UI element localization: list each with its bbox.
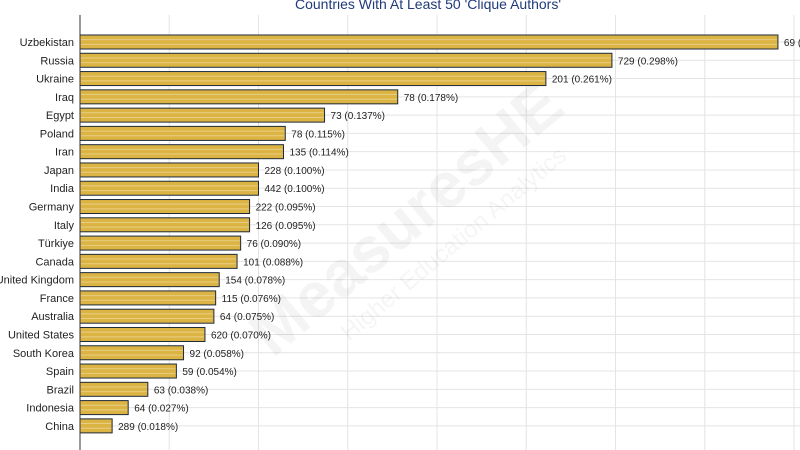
data-label: 92 (0.058%) <box>190 349 244 360</box>
category-tick-label: Poland <box>40 128 74 140</box>
chart-title: Countries With At Least 50 'Clique Autho… <box>295 0 561 12</box>
bar-t-rkiye <box>79 235 242 251</box>
data-label: 64 (0.027%) <box>134 404 188 415</box>
data-label: 78 (0.115%) <box>291 129 345 140</box>
data-label: 228 (0.100%) <box>265 166 325 177</box>
category-tick-label: Spain <box>46 366 74 378</box>
category-tick-label: United States <box>8 329 75 341</box>
data-label: 135 (0.114%) <box>289 148 348 159</box>
data-label: 442 (0.100%) <box>265 184 325 195</box>
bar-united-states <box>79 326 206 342</box>
data-label: 59 (0.054%) <box>182 367 236 378</box>
category-tick-label: Japan <box>44 165 74 177</box>
category-tick-labels: Uzbekistan Russia Ukraine Iraq Egypt Poland Ir… <box>0 37 75 433</box>
bar-south-korea <box>79 345 185 361</box>
bar-poland <box>79 125 286 141</box>
data-label: 73 (0.137%) <box>331 111 385 122</box>
bar-france <box>79 290 217 306</box>
category-tick-label: Egypt <box>46 110 74 122</box>
category-tick-label: China <box>45 421 75 433</box>
bar-russia <box>79 52 613 68</box>
category-tick-label: Germany <box>29 202 75 214</box>
data-label: 64 (0.075%) <box>220 312 274 323</box>
bar-brazil <box>79 381 149 397</box>
category-tick-label: South Korea <box>13 348 75 360</box>
data-label: 126 (0.095%) <box>256 221 316 232</box>
bar-italy <box>79 217 251 233</box>
category-tick-label: Uzbekistan <box>20 37 74 49</box>
data-label: 63 (0.038%) <box>154 385 208 396</box>
data-labels: 69 (0.391%) 729 (0.298%) 201 (0.261%) 78 (0… <box>118 38 800 433</box>
bar-uzbekistan <box>79 34 779 50</box>
data-label: 222 (0.095%) <box>256 203 316 214</box>
bar-spain <box>79 363 177 379</box>
data-label: 620 (0.070%) <box>211 330 271 341</box>
category-tick-label: Canada <box>35 256 74 268</box>
category-tick-label: Iraq <box>55 92 74 104</box>
data-label: 154 (0.078%) <box>225 276 285 287</box>
bar-germany <box>79 199 251 215</box>
bar-japan <box>79 162 259 178</box>
bar-iraq <box>79 89 399 105</box>
bar-china <box>79 418 113 434</box>
category-tick-label: Australia <box>31 311 75 323</box>
bar-australia <box>79 308 215 324</box>
category-tick-label: United Kingdom <box>0 275 74 287</box>
category-tick-label: Ukraine <box>36 74 74 86</box>
data-label: 76 (0.090%) <box>247 239 301 250</box>
bar-india <box>79 180 259 196</box>
data-label: 78 (0.178%) <box>404 93 458 104</box>
bar-united-kingdom <box>79 272 220 288</box>
bar-indonesia <box>79 400 129 416</box>
bar-egypt <box>79 107 326 123</box>
category-tick-label: Indonesia <box>26 403 75 415</box>
bar-iran <box>79 144 284 160</box>
data-label: 729 (0.298%) <box>618 56 678 67</box>
data-label: 201 (0.261%) <box>552 75 612 86</box>
bar-ukraine <box>79 71 547 87</box>
data-label: 101 (0.088%) <box>243 257 303 268</box>
bar-canada <box>79 253 238 269</box>
category-tick-label: India <box>50 183 75 195</box>
category-tick-label: Brazil <box>46 384 74 396</box>
category-tick-label: France <box>40 293 74 305</box>
category-tick-label: Türkiye <box>38 238 74 250</box>
bars <box>79 34 779 434</box>
data-label: 69 (0.391%) <box>784 38 800 49</box>
category-tick-label: Italy <box>54 220 75 232</box>
category-tick-label: Iran <box>55 147 74 159</box>
category-tick-label: Russia <box>40 55 75 67</box>
data-label: 289 (0.018%) <box>118 422 178 433</box>
data-label: 115 (0.076%) <box>222 294 281 305</box>
